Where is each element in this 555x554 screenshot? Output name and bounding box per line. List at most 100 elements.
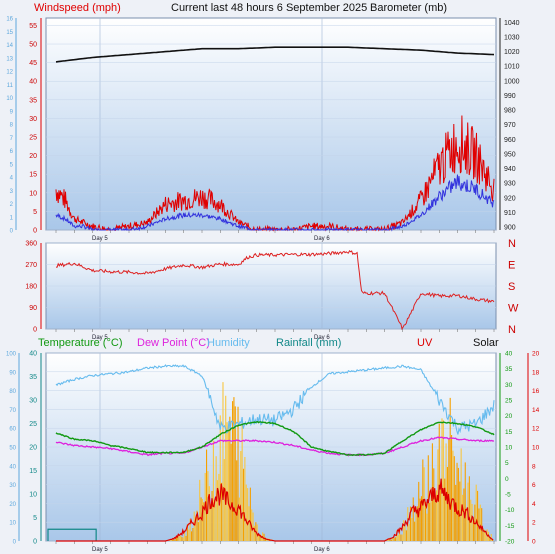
beaufort-tick-label: 2 — [10, 202, 14, 208]
uv-tick-label: 12 — [532, 426, 540, 433]
barometer-tick-label: 930 — [504, 181, 516, 188]
wind-tick-label: 55 — [29, 23, 37, 30]
day-tick-label: Day 6 — [314, 335, 330, 341]
legend-uv: UV — [417, 337, 433, 349]
rainfall-tick-label: 40 — [29, 351, 37, 358]
beaufort-tick-label: 1 — [10, 215, 14, 221]
beaufort-tick-label: 8 — [10, 123, 14, 129]
legend-rainfall: Rainfall (mm) — [276, 337, 341, 349]
day-tick-label: Day 5 — [92, 236, 108, 242]
compass-label: S — [508, 281, 515, 293]
beaufort-tick-label: 6 — [10, 149, 14, 155]
temperature-tick-label: -15 — [505, 523, 515, 530]
direction-tick-label: 180 — [25, 284, 37, 291]
direction-line — [55, 250, 495, 331]
wind-tick-label: 0 — [33, 228, 37, 235]
barometer-tick-label: 1010 — [504, 64, 520, 71]
dewpoint-line — [55, 436, 495, 457]
uv-tick-label: 10 — [532, 445, 540, 452]
temperature-tick-label: 0 — [505, 476, 509, 483]
day-tick-label: Day 6 — [314, 236, 330, 242]
barometer-label: Barometer (mb) — [370, 2, 447, 14]
beaufort-tick-label: 4 — [10, 176, 14, 182]
uv-tick-label: 4 — [532, 501, 536, 508]
rainfall-tick-label: 0 — [33, 539, 37, 546]
uv-tick-label: 0 — [532, 539, 536, 546]
beaufort-tick-label: 5 — [10, 162, 14, 168]
barometer-line — [55, 46, 495, 63]
barometer-tick-label: 1000 — [504, 78, 520, 85]
windspeed-label: Windspeed (mph) — [34, 2, 121, 14]
barometer-tick-label: 940 — [504, 166, 516, 173]
direction-tick-label: 0 — [33, 327, 37, 334]
rainfall-tick-label: 30 — [29, 398, 37, 405]
chart-marks — [47, 46, 495, 542]
uv-tick-label: 20 — [532, 351, 540, 358]
rainfall-tick-label: 15 — [29, 468, 37, 475]
temperature-tick-label: 20 — [505, 413, 513, 420]
barometer-tick-label: 900 — [504, 225, 516, 232]
chart-title: Current last 48 hours 6 September 2025 — [171, 2, 367, 14]
temperature-tick-label: 5 — [505, 460, 509, 467]
rainfall-tick-label: 5 — [33, 515, 37, 522]
barometer-tick-label: 960 — [504, 137, 516, 144]
beaufort-tick-label: 13 — [6, 56, 13, 62]
beaufort-tick-label: 10 — [6, 96, 13, 102]
rainfall-line — [47, 528, 97, 541]
barometer-tick-label: 970 — [504, 122, 516, 129]
barometer-tick-label: 910 — [504, 210, 516, 217]
temperature-tick-label: 30 — [505, 382, 513, 389]
wind-tick-label: 5 — [33, 209, 37, 216]
humidity-tick-label: 60 — [9, 427, 16, 433]
barometer-tick-label: 920 — [504, 195, 516, 202]
uv-tick-label: 8 — [532, 463, 536, 470]
barometer-tick-label: 950 — [504, 151, 516, 158]
wind-tick-label: 35 — [29, 97, 37, 104]
barometer-tick-label: 1030 — [504, 35, 520, 42]
humidity-tick-label: 70 — [9, 408, 16, 414]
day-tick-label: Day 5 — [92, 335, 108, 341]
beaufort-tick-label: 9 — [10, 109, 14, 115]
humidity-tick-label: 40 — [9, 464, 16, 470]
temperature-line — [55, 420, 495, 457]
temperature-tick-label: 10 — [505, 445, 513, 452]
beaufort-tick-label: 11 — [7, 83, 14, 89]
wind-tick-label: 45 — [29, 60, 37, 67]
wind-tick-label: 10 — [29, 190, 37, 197]
humidity-tick-label: 10 — [9, 521, 16, 527]
humidity-tick-label: 0 — [13, 540, 17, 546]
direction-tick-label: 90 — [29, 305, 37, 312]
legend-temperature: Temperature (°C) — [38, 337, 122, 349]
beaufort-tick-label: 14 — [6, 43, 13, 49]
humidity-tick-label: 30 — [9, 483, 16, 489]
uv-tick-label: 6 — [532, 482, 536, 489]
wind-tick-label: 20 — [29, 153, 37, 160]
day-tick-label: Day 6 — [314, 547, 330, 553]
beaufort-tick-label: 0 — [10, 229, 14, 235]
compass-label: E — [508, 260, 515, 272]
beaufort-tick-label: 3 — [10, 189, 14, 195]
humidity-tick-label: 20 — [9, 502, 16, 508]
wind-tick-label: 50 — [29, 42, 37, 49]
beaufort-tick-label: 7 — [10, 136, 14, 142]
compass-label: W — [508, 303, 519, 315]
temperature-tick-label: 25 — [505, 398, 513, 405]
uv-tick-label: 2 — [532, 520, 536, 527]
uv-tick-label: 16 — [532, 388, 540, 395]
temperature-tick-label: -10 — [505, 507, 515, 514]
legend-solar: Solar — [473, 337, 499, 349]
uv-tick-label: 14 — [532, 407, 540, 414]
wind-panel — [45, 17, 497, 231]
direction-tick-label: 270 — [25, 262, 37, 269]
temperature-tick-label: -5 — [505, 492, 511, 499]
rainfall-tick-label: 10 — [29, 492, 37, 499]
temperature-tick-label: 15 — [505, 429, 513, 436]
barometer-tick-label: 1020 — [504, 49, 520, 56]
beaufort-tick-label: 15 — [6, 30, 13, 36]
humidity-tick-label: 50 — [9, 446, 16, 452]
temperature-tick-label: -20 — [505, 539, 515, 546]
rainfall-tick-label: 35 — [29, 374, 37, 381]
wind-tick-label: 40 — [29, 79, 37, 86]
